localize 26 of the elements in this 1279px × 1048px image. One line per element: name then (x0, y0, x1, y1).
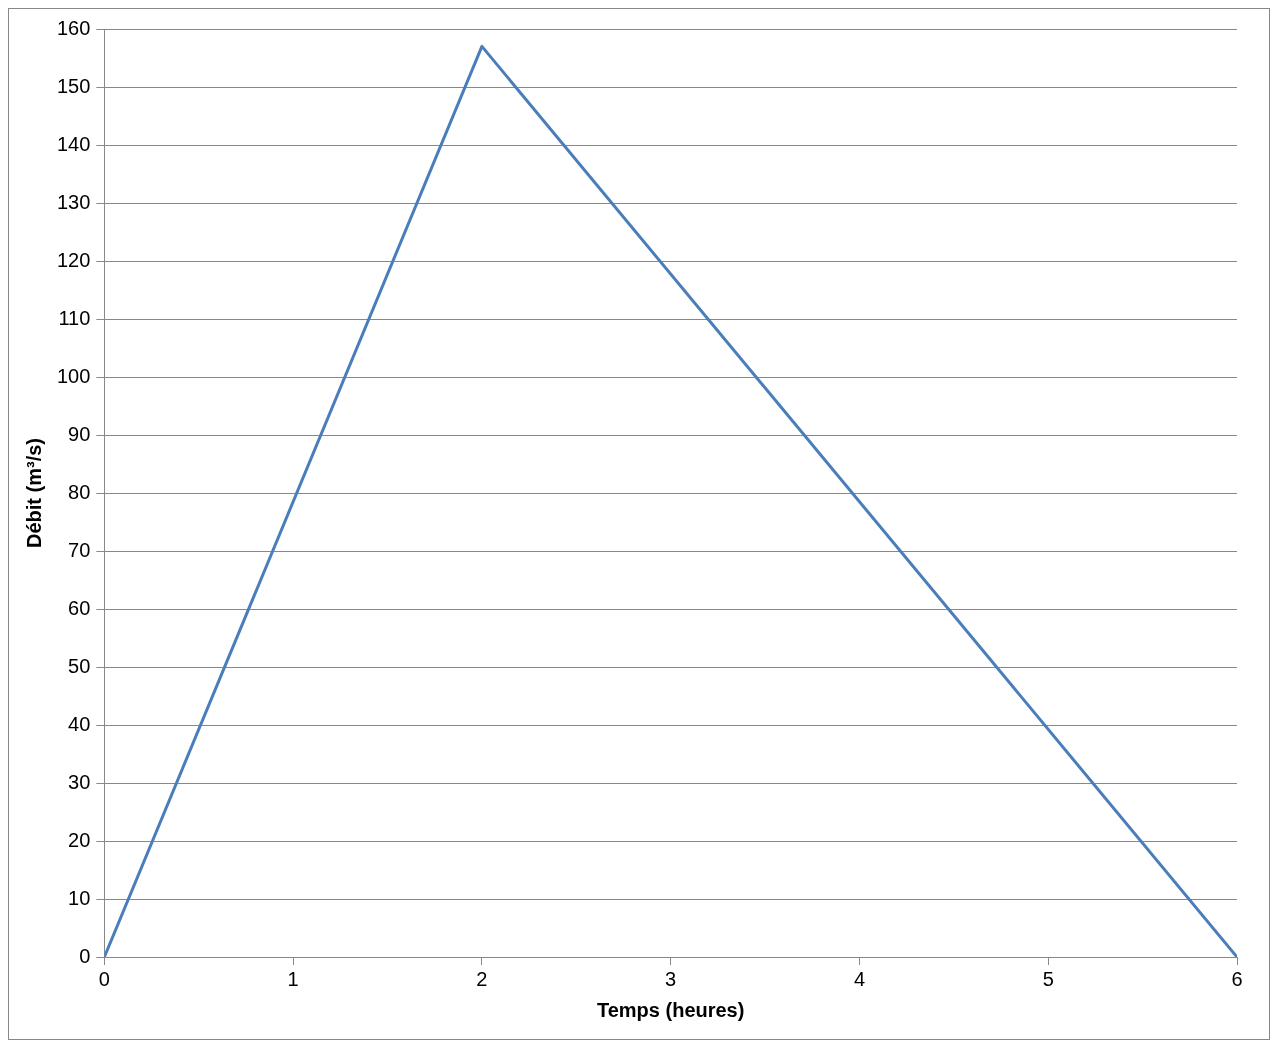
y-tick-label: 60 (68, 596, 91, 619)
y-tick-label: 70 (68, 538, 91, 561)
y-tick-label: 20 (68, 828, 91, 851)
x-tick-label: 3 (665, 967, 677, 990)
y-tick-label: 40 (68, 712, 91, 735)
y-tick-label: 50 (68, 654, 91, 677)
y-tick-label: 90 (68, 422, 91, 445)
x-tick-label: 4 (853, 967, 866, 990)
x-tick-label: 5 (1042, 967, 1054, 990)
y-tick-label: 140 (56, 132, 91, 155)
x-tick-label: 6 (1231, 967, 1243, 990)
x-tick-label: 2 (476, 967, 488, 990)
y-tick-label: 130 (56, 190, 91, 213)
y-tick-label: 120 (56, 248, 91, 271)
y-tick-label: 100 (56, 364, 91, 387)
y-tick-label: 160 (56, 16, 91, 39)
y-tick-label: 10 (68, 886, 91, 909)
y-tick-label: 0 (79, 944, 91, 967)
y-tick-label: 110 (58, 306, 91, 329)
y-tick-label: 80 (68, 480, 91, 503)
x-tick-label: 0 (98, 967, 110, 990)
x-tick-label: 1 (287, 967, 299, 990)
y-tick-label: 150 (56, 74, 91, 97)
x-axis-title: Temps (heures) (596, 998, 745, 1021)
y-axis-title: Débit (m³/s) (22, 438, 45, 548)
y-tick-label: 30 (68, 770, 91, 793)
